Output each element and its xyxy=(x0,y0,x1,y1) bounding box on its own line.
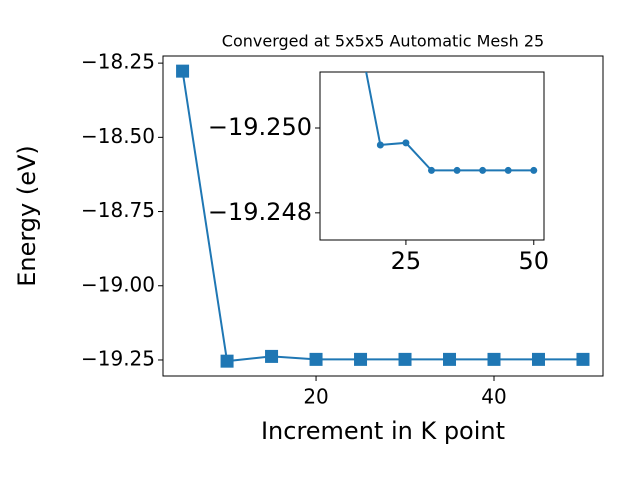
y-axis-label: Energy (eV) xyxy=(13,145,41,287)
x-axis-label: Increment in K point xyxy=(261,417,505,445)
marker xyxy=(531,352,545,366)
y-tick-label: −18.75 xyxy=(81,198,155,222)
marker xyxy=(402,139,410,147)
chart-title: Converged at 5x5x5 Automatic Mesh 25 xyxy=(222,32,544,51)
x-tick-label: 50 xyxy=(518,247,549,275)
marker xyxy=(309,352,323,366)
marker xyxy=(176,64,190,78)
y-tick-label: −19.25 xyxy=(81,346,155,370)
series-line xyxy=(181,70,583,363)
marker xyxy=(504,166,512,174)
y-tick-label: −19.00 xyxy=(81,272,155,296)
marker xyxy=(351,10,358,17)
marker xyxy=(427,166,435,174)
marker xyxy=(398,352,412,366)
series-line xyxy=(365,72,534,172)
y-tick-label: −18.25 xyxy=(81,50,155,74)
marker xyxy=(376,141,384,149)
marker xyxy=(479,166,487,174)
plot-clip xyxy=(351,10,538,174)
x-tick-label: 25 xyxy=(391,247,422,275)
marker xyxy=(453,166,461,174)
plot-area xyxy=(319,71,545,241)
x-tick-label: 40 xyxy=(481,385,506,409)
marker xyxy=(354,352,368,366)
marker xyxy=(530,166,538,174)
y-tick-label: −19.250 xyxy=(208,113,312,141)
marker xyxy=(576,352,590,366)
marker xyxy=(265,349,279,363)
plot-clip xyxy=(176,64,590,368)
marker xyxy=(487,352,501,366)
y-tick-label: −19.248 xyxy=(208,198,312,226)
marker xyxy=(220,354,234,368)
marker xyxy=(443,352,457,366)
y-tick-label: −18.50 xyxy=(81,124,155,148)
x-tick-label: 20 xyxy=(303,385,328,409)
